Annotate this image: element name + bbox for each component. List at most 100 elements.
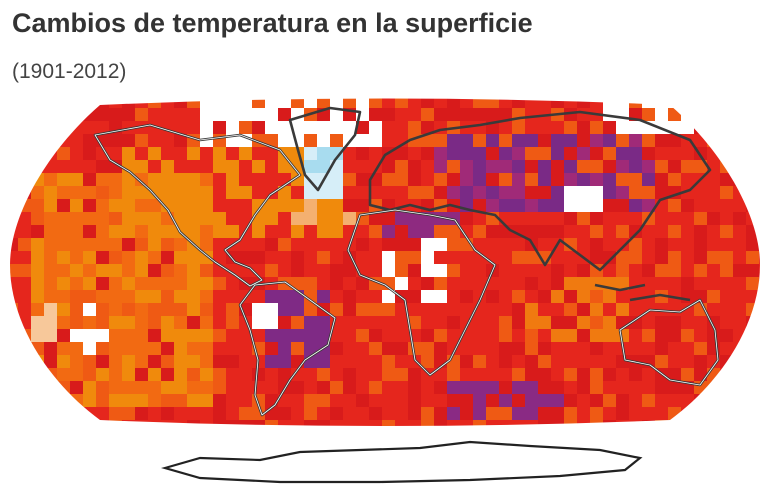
grid-cell (577, 381, 590, 394)
grid-cell (278, 225, 291, 238)
grid-cell (57, 394, 70, 407)
grid-cell (135, 407, 148, 420)
grid-cell (759, 98, 760, 108)
grid-cell (109, 342, 122, 355)
grid-cell (603, 121, 616, 134)
grid-cell (31, 108, 44, 121)
grid-cell (655, 355, 668, 368)
grid-cell (720, 238, 733, 251)
grid-cell (486, 355, 499, 368)
grid-cell (174, 134, 187, 147)
grid-cell (356, 303, 369, 316)
grid-cell (603, 290, 616, 303)
grid-cell (109, 368, 122, 381)
grid-cell (408, 238, 421, 251)
grid-cell (109, 264, 122, 277)
grid-cell (616, 290, 629, 303)
eurasia (368, 110, 712, 272)
grid-cell (291, 186, 304, 199)
grid-cell (434, 277, 447, 290)
grid-cell (616, 394, 629, 407)
grid-cell (486, 290, 499, 303)
grid-cell (642, 420, 655, 426)
grid-cell (655, 329, 668, 342)
grid-cell (577, 303, 590, 316)
grid-cell (759, 108, 760, 121)
grid-cell (694, 329, 707, 342)
grid-cell (512, 212, 525, 225)
grid-cell (447, 394, 460, 407)
grid-cell (460, 277, 473, 290)
grid-cell (252, 407, 265, 420)
grid-cell (382, 173, 395, 186)
grid-cell (642, 381, 655, 394)
grid-cell (525, 342, 538, 355)
grid-cell (200, 394, 213, 407)
grid-cell (96, 98, 109, 108)
grid-cell (304, 277, 317, 290)
grid-cell (694, 290, 707, 303)
grid-cell (395, 342, 408, 355)
grid-cell (616, 238, 629, 251)
grid-cell (603, 186, 616, 199)
grid-cell (161, 173, 174, 186)
grid-cell (57, 134, 70, 147)
grid-cell (603, 134, 616, 147)
grid-cell (681, 199, 694, 212)
grid-cell (746, 251, 759, 264)
grid-cell (694, 160, 707, 173)
grid-cell (174, 98, 187, 108)
grid-cell (252, 199, 265, 212)
grid-cell (681, 264, 694, 277)
grid-cell (564, 134, 577, 147)
grid-cell (408, 368, 421, 381)
grid-cell (122, 368, 135, 381)
grid-cell (330, 186, 343, 199)
grid-cell (148, 98, 161, 108)
grid-cell (96, 420, 109, 426)
grid-cell (538, 199, 551, 212)
grid-cell (759, 186, 760, 199)
grid-cell (291, 420, 304, 426)
grid-cell (265, 108, 278, 121)
grid-cell (473, 147, 486, 160)
grid-cell (10, 342, 18, 355)
grid-cell (109, 147, 122, 160)
grid-cell (161, 186, 174, 199)
grid-cell (18, 121, 31, 134)
grid-cell (434, 134, 447, 147)
grid-cell (330, 251, 343, 264)
grid-cell (304, 342, 317, 355)
grid-cell (421, 381, 434, 394)
grid-cell (148, 381, 161, 394)
grid-cell (83, 394, 96, 407)
grid-cell (213, 147, 226, 160)
grid-cell (460, 394, 473, 407)
grid-cell (486, 98, 499, 108)
grid-cell (629, 407, 642, 420)
grid-cell (694, 225, 707, 238)
grid-cell (382, 420, 395, 426)
grid-cell (668, 277, 681, 290)
grid-cell (421, 303, 434, 316)
grid-cell (31, 264, 44, 277)
grid-cell (161, 251, 174, 264)
grid-cell (317, 212, 330, 225)
grid-cell (681, 147, 694, 160)
grid-cell (226, 381, 239, 394)
grid-cell (681, 394, 694, 407)
subtitle: (1901-2012) (12, 60, 127, 83)
grid-cell (239, 186, 252, 199)
grid-cell (44, 98, 57, 108)
grid-cell (564, 329, 577, 342)
grid-cell (239, 342, 252, 355)
grid-cell (603, 329, 616, 342)
grid-cell (278, 251, 291, 264)
grid-cell (421, 160, 434, 173)
grid-cell (434, 251, 447, 264)
grid-cell (200, 381, 213, 394)
grid-cell (655, 134, 668, 147)
grid-cell (499, 355, 512, 368)
grid-cell (577, 368, 590, 381)
grid-cell (564, 160, 577, 173)
